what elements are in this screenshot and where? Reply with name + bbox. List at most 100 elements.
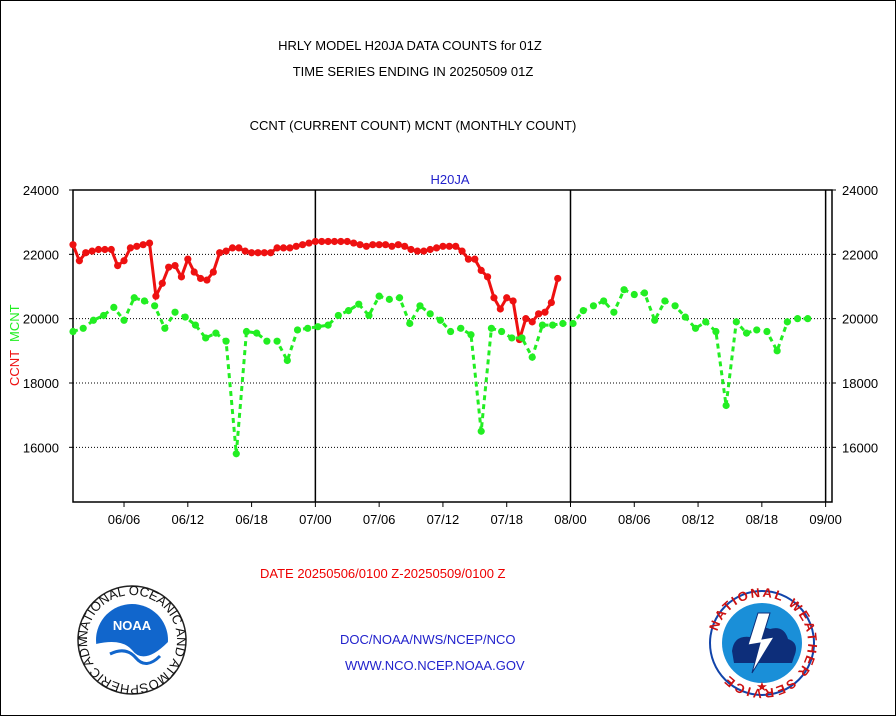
data-point-ccnt [407,245,415,254]
data-point-ccnt [177,273,186,281]
data-point-mcnt [651,316,659,324]
data-point-mcnt [691,324,700,332]
data-point-ccnt [171,261,179,270]
org-path-link[interactable]: DOC/NOAA/NWS/NCEP/NCO [340,632,516,647]
data-point-ccnt [286,244,294,252]
data-point-ccnt [241,247,249,255]
data-point-mcnt [610,308,618,316]
chart-title-line1: HRLY MODEL H20JA DATA COUNTS for 01Z [278,38,542,53]
ylabel-mcnt: MCNT [7,304,22,342]
data-point-mcnt [355,300,363,308]
data-point-mcnt [222,337,230,345]
data-point-mcnt [702,318,710,326]
xtick-label: 07/06 [363,512,396,527]
xtick-label: 08/06 [618,512,651,527]
data-point-mcnt [804,315,812,323]
data-point-ccnt [420,247,428,255]
date-range-label: DATE 20250506/0100 Z-20250509/0100 Z [260,566,506,581]
noaa-logo-text: NOAA [113,618,152,633]
data-point-ccnt [165,263,173,271]
website-link[interactable]: WWW.NCO.NCEP.NOAA.GOV [345,658,525,673]
data-point-mcnt [385,295,393,303]
ytick-label-left: 18000 [23,376,59,391]
data-point-ccnt [273,244,281,252]
data-point-mcnt [549,321,557,329]
data-point-mcnt [487,324,496,332]
ytick-label-right: 24000 [842,183,878,198]
data-point-mcnt [763,327,771,336]
data-point-ccnt [464,255,473,263]
xtick-label: 08/00 [554,512,587,527]
data-point-ccnt [375,241,383,249]
data-point-mcnt [212,329,220,337]
noaa-logo-icon: NOAA NATIONAL OCEANIC AND ATMOSPHERIC AD… [75,583,189,697]
xtick-label: 07/12 [427,512,460,527]
data-point-ccnt [145,239,154,247]
data-point-mcnt [395,294,404,302]
ytick-label-right: 22000 [842,247,878,262]
data-point-ccnt [114,261,122,270]
data-point-mcnt [120,316,128,324]
data-point-mcnt [498,327,506,336]
data-point-mcnt [263,337,271,345]
data-point-ccnt [503,294,511,302]
data-point-mcnt [293,326,302,334]
data-point-ccnt [528,318,536,326]
data-point-mcnt [253,329,261,337]
data-point-mcnt [753,326,761,334]
data-point-mcnt [334,311,342,320]
data-point-ccnt [471,255,479,263]
chart-title-line2: TIME SERIES ENDING IN 20250509 01Z [292,64,534,79]
data-point-ccnt [337,237,345,246]
data-point-ccnt [94,245,103,254]
data-point-mcnt [528,353,536,361]
data-point-ccnt [235,244,243,252]
data-point-ccnt [458,247,466,255]
xtick-label: 07/18 [490,512,523,527]
data-point-mcnt [365,311,373,320]
data-point-mcnt [426,310,434,318]
data-point-mcnt [671,302,679,310]
data-point-ccnt [343,237,351,246]
ytick-label-right: 20000 [842,312,878,327]
data-point-mcnt [242,327,251,336]
data-point-ccnt [69,241,77,249]
data-point-ccnt [535,310,543,318]
data-point-ccnt [120,257,128,265]
data-point-ccnt [401,242,409,250]
ytick-label-right: 16000 [842,440,878,455]
data-point-ccnt [101,245,109,254]
data-point-ccnt [196,274,205,283]
data-point-ccnt [247,249,256,257]
data-point-mcnt [569,319,577,328]
ytick-label-left: 20000 [23,312,59,327]
data-point-ccnt [452,242,460,250]
data-point-mcnt [732,318,740,326]
xtick-label: 08/12 [682,512,715,527]
data-point-ccnt [260,249,268,257]
data-point-mcnt [69,327,77,336]
data-point-ccnt [279,244,288,252]
data-point-mcnt [538,321,547,329]
ytick-label-left: 16000 [23,440,59,455]
data-point-mcnt [110,303,118,312]
data-point-mcnt [773,347,781,355]
data-point-mcnt [508,334,516,342]
data-point-mcnt [722,401,730,410]
data-point-ccnt [554,274,562,283]
plot-area: 24000 24000 22000 22000 20000 20000 18000 18000… [23,183,878,527]
data-point-ccnt [350,239,358,247]
data-point-mcnt [202,334,210,342]
data-point-ccnt [139,241,147,249]
data-point-mcnt [89,316,98,324]
data-point-mcnt [600,297,608,305]
data-point-mcnt [171,308,179,316]
data-point-mcnt [375,292,383,300]
data-point-mcnt [416,302,424,310]
data-point-ccnt [388,242,396,250]
xtick-label: 06/18 [235,512,268,527]
data-point-mcnt [283,356,291,365]
data-point-ccnt [381,241,390,249]
data-point-mcnt [406,319,414,328]
data-point-ccnt [394,241,402,249]
